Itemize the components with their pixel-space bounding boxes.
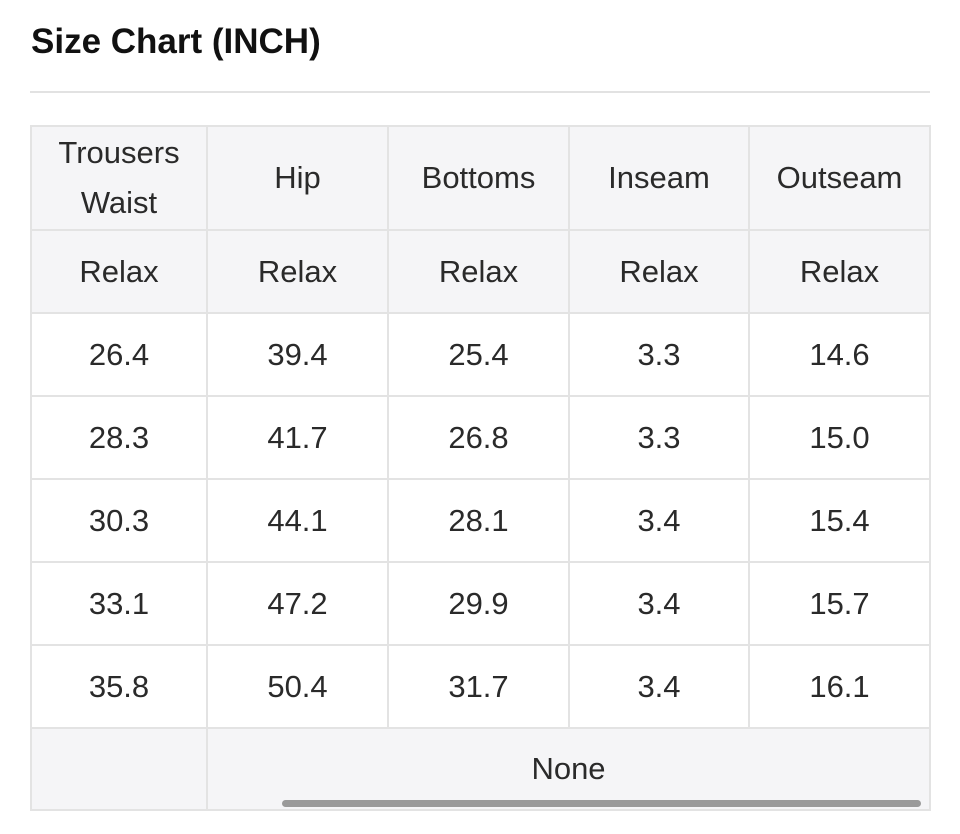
table-cell: 3.4 — [568, 561, 750, 646]
table-cell: 3.4 — [568, 644, 750, 729]
subheader-cell: Relax — [387, 229, 570, 314]
subheader-cell: Relax — [748, 229, 931, 314]
footer-row: None — [30, 727, 931, 811]
header-cell: Hip — [206, 125, 389, 231]
table-cell: 47.2 — [206, 561, 389, 646]
divider — [30, 91, 930, 93]
table-cell: 15.0 — [748, 395, 931, 480]
table-cell: 3.3 — [568, 395, 750, 480]
header-cell: Trousers Waist — [30, 125, 208, 231]
table-cell: 31.7 — [387, 644, 570, 729]
table-cell: 33.1 — [30, 561, 208, 646]
table-cell: 50.4 — [206, 644, 389, 729]
table-row: 28.3 41.7 26.8 3.3 15.0 — [30, 395, 931, 480]
subheader-cell: Relax — [568, 229, 750, 314]
table-cell: 28.3 — [30, 395, 208, 480]
table-row: 26.4 39.4 25.4 3.3 14.6 — [30, 312, 931, 397]
horizontal-scrollbar[interactable] — [282, 800, 921, 807]
table-cell: 26.4 — [30, 312, 208, 397]
table-cell: 41.7 — [206, 395, 389, 480]
header-row: Trousers Waist Hip Bottoms Inseam Outsea… — [30, 125, 931, 231]
header-cell: Inseam — [568, 125, 750, 231]
table-cell: 29.9 — [387, 561, 570, 646]
table-cell: 35.8 — [30, 644, 208, 729]
page-title: Size Chart (INCH) — [31, 22, 321, 61]
table-cell: 16.1 — [748, 644, 931, 729]
subheader-row: Relax Relax Relax Relax Relax — [30, 229, 931, 314]
table-row: 33.1 47.2 29.9 3.4 15.7 — [30, 561, 931, 646]
table-cell: 28.1 — [387, 478, 570, 563]
table-cell: 3.4 — [568, 478, 750, 563]
table-cell: 39.4 — [206, 312, 389, 397]
footer-cell: None — [206, 727, 931, 811]
subheader-cell: Relax — [206, 229, 389, 314]
table-row: 35.8 50.4 31.7 3.4 16.1 — [30, 644, 931, 729]
table-cell: 26.8 — [387, 395, 570, 480]
subheader-cell: Relax — [30, 229, 208, 314]
header-cell: Outseam — [748, 125, 931, 231]
table-cell: 15.7 — [748, 561, 931, 646]
size-chart-table: Trousers Waist Hip Bottoms Inseam Outsea… — [30, 125, 931, 811]
table-cell: 30.3 — [30, 478, 208, 563]
table-cell: 15.4 — [748, 478, 931, 563]
table-row: 30.3 44.1 28.1 3.4 15.4 — [30, 478, 931, 563]
table-cell: 25.4 — [387, 312, 570, 397]
table-cell: 14.6 — [748, 312, 931, 397]
footer-empty-cell — [30, 727, 208, 811]
header-cell: Bottoms — [387, 125, 570, 231]
table-cell: 3.3 — [568, 312, 750, 397]
table-cell: 44.1 — [206, 478, 389, 563]
